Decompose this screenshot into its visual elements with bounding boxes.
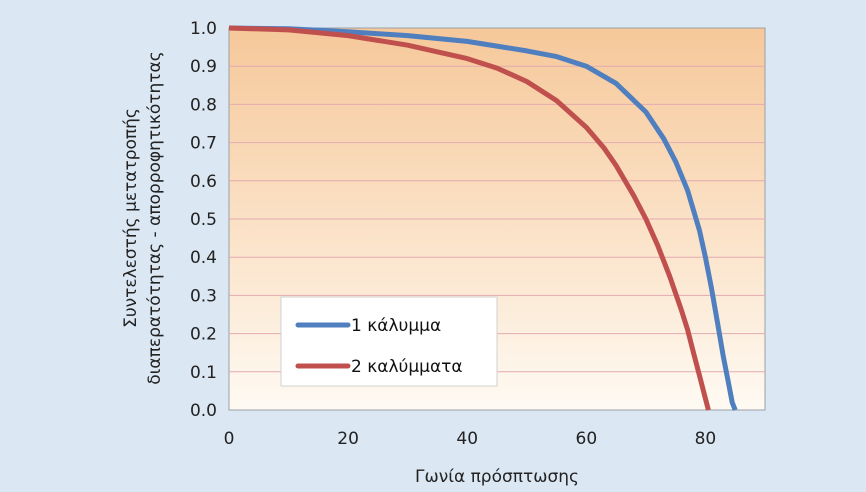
x-tick-label: 80 bbox=[695, 429, 717, 449]
y-tick-label: 0.3 bbox=[190, 286, 217, 306]
y-tick-label: 0.2 bbox=[190, 325, 217, 345]
legend-label-1-cover: 1 κάλυμμα bbox=[351, 316, 441, 336]
x-axis-title: Γωνία πρόσπτωσης bbox=[415, 467, 579, 487]
legend-box bbox=[280, 296, 498, 387]
y-axis-title: Συντελεστής μετατροπής διαπερατότητας - … bbox=[121, 51, 165, 384]
x-axis-tick-labels: 0 20 40 60 80 bbox=[224, 429, 717, 449]
y-tick-label: 0.6 bbox=[190, 172, 217, 192]
y-axis-title-line-2: διαπερατότητας - απορροφητικότητας bbox=[145, 51, 165, 384]
y-tick-label: 0.5 bbox=[190, 210, 217, 230]
x-tick-label: 20 bbox=[337, 429, 359, 449]
series-line-1 bbox=[228, 25, 738, 411]
y-axis-tick-labels: 0.0 0.1 0.2 0.3 0.4 0.5 0.6 0.7 0.8 0.9 1.0 bbox=[190, 19, 217, 421]
x-tick-label: 60 bbox=[576, 429, 598, 449]
y-tick-label: 0.9 bbox=[190, 57, 217, 77]
y-tick-label: 0.0 bbox=[190, 401, 217, 421]
y-tick-label: 0.1 bbox=[190, 363, 217, 383]
series-line-2 bbox=[228, 25, 711, 411]
x-tick-label: 0 bbox=[224, 429, 235, 449]
y-tick-label: 0.7 bbox=[190, 134, 217, 154]
y-tick-label: 0.8 bbox=[190, 95, 217, 115]
y-axis-title-line-1: Συντελεστής μετατροπής bbox=[121, 108, 141, 328]
x-tick-label: 40 bbox=[456, 429, 478, 449]
y-tick-label: 0.4 bbox=[190, 248, 217, 268]
series-lines bbox=[228, 25, 738, 411]
y-tick-label: 1.0 bbox=[190, 19, 217, 39]
legend-label-2-covers: 2 καλύμματα bbox=[351, 357, 463, 377]
legend[interactable]: 1 κάλυμμα 2 καλύμματα bbox=[280, 296, 498, 387]
